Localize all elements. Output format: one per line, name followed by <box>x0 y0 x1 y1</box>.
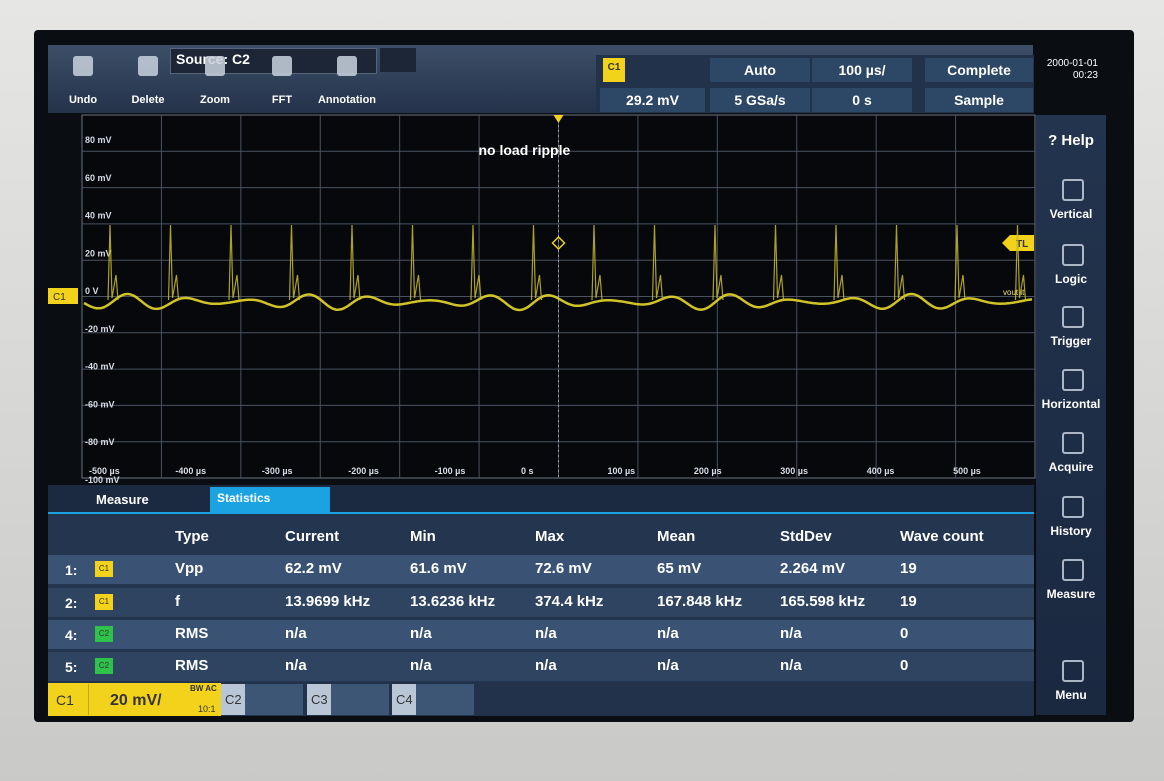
table-cell: RMS <box>175 657 208 674</box>
row-source: C2 <box>96 661 112 670</box>
column-header: Min <box>410 528 436 545</box>
sidebar-icon[interactable] <box>1062 432 1084 454</box>
sidebar-bg <box>1036 115 1106 715</box>
row-index: 5: <box>65 659 77 675</box>
tab-measure[interactable]: Measure <box>96 492 149 507</box>
toolbar-icon[interactable] <box>73 56 93 76</box>
toolbar-button-annotation[interactable]: Annotation <box>307 94 387 106</box>
table-cell: n/a <box>780 657 802 674</box>
status-time: 00:23 <box>1038 70 1098 81</box>
toolbar-icon[interactable] <box>205 56 225 76</box>
channel-tab-c3[interactable]: C3 <box>311 692 328 707</box>
status-sample-rate[interactable]: 5 GSa/s <box>710 92 810 108</box>
status-date: 2000-01-01 <box>1038 58 1098 69</box>
sidebar-icon[interactable] <box>1062 306 1084 328</box>
table-cell: n/a <box>285 625 307 642</box>
c1-bandwidth: BW AC <box>190 684 217 693</box>
table-cell: 19 <box>900 593 917 610</box>
table-cell: 65 mV <box>657 560 701 577</box>
table-cell: n/a <box>657 657 679 674</box>
table-cell: 19 <box>900 560 917 577</box>
row-index: 1: <box>65 562 77 578</box>
toolbar-icon[interactable] <box>138 56 158 76</box>
tab-statistics[interactable]: Statistics <box>217 491 270 505</box>
status-channel[interactable]: C1 <box>603 62 625 73</box>
table-cell: 2.264 mV <box>780 560 845 577</box>
row-source: C2 <box>96 629 112 638</box>
status-trigger-level[interactable]: 29.2 mV <box>600 92 705 108</box>
table-cell: n/a <box>535 625 557 642</box>
toolbar-icon[interactable] <box>272 56 292 76</box>
column-header: Current <box>285 528 339 545</box>
sidebar-icon[interactable] <box>1062 369 1084 391</box>
column-header: Mean <box>657 528 695 545</box>
sidebar-button[interactable]: History <box>1036 524 1106 538</box>
table-cell: n/a <box>535 657 557 674</box>
table-cell: f <box>175 593 180 610</box>
table-cell: 72.6 mV <box>535 560 592 577</box>
table-cell: n/a <box>780 625 802 642</box>
table-cell: 0 <box>900 657 908 674</box>
row-source: C1 <box>96 564 112 573</box>
table-cell: n/a <box>410 657 432 674</box>
table-cell: 62.2 mV <box>285 560 342 577</box>
sidebar-button[interactable]: ? Help <box>1036 132 1106 149</box>
sidebar-icon[interactable] <box>1062 559 1084 581</box>
column-header: StdDev <box>780 528 832 545</box>
channel-tab-c4[interactable]: C4 <box>396 692 413 707</box>
row-index: 4: <box>65 627 77 643</box>
table-cell: 13.6236 kHz <box>410 593 495 610</box>
c1-tab[interactable]: C1 <box>56 692 74 708</box>
sidebar-icon[interactable] <box>1062 179 1084 201</box>
table-cell: n/a <box>285 657 307 674</box>
sidebar-button[interactable]: Acquire <box>1036 460 1106 474</box>
sidebar-button[interactable]: Vertical <box>1036 207 1106 221</box>
sidebar-button[interactable]: Logic <box>1036 272 1106 286</box>
c1-scale[interactable]: 20 mV/ <box>110 692 162 710</box>
status-time-offset[interactable]: 0 s <box>812 92 912 108</box>
table-cell: RMS <box>175 625 208 642</box>
table-cell: 165.598 kHz <box>780 593 865 610</box>
settings-btn[interactable] <box>380 48 416 72</box>
toolbar-icon[interactable] <box>337 56 357 76</box>
status-acquisition-mode[interactable]: Sample <box>925 92 1033 108</box>
sidebar-button[interactable]: Horizontal <box>1036 397 1106 411</box>
sidebar-button[interactable]: Measure <box>1036 587 1106 601</box>
sidebar-icon[interactable] <box>1062 496 1084 518</box>
column-header: Type <box>175 528 209 545</box>
table-cell: 167.848 kHz <box>657 593 742 610</box>
status-trigger-mode[interactable]: Auto <box>710 62 810 78</box>
table-cell: Vpp <box>175 560 203 577</box>
c1-probe: 10:1 <box>198 704 216 714</box>
trigger-edge-icon <box>660 60 700 80</box>
row-index: 2: <box>65 595 77 611</box>
channel-tab-c2[interactable]: C2 <box>225 692 242 707</box>
table-cell: 13.9699 kHz <box>285 593 370 610</box>
sidebar-button[interactable]: Trigger <box>1036 334 1106 348</box>
table-cell: 61.6 mV <box>410 560 467 577</box>
status-acquisition[interactable]: Complete <box>925 62 1033 78</box>
sidebar-button[interactable]: Menu <box>1036 688 1106 702</box>
sidebar-icon[interactable] <box>1062 244 1084 266</box>
row-source: C1 <box>96 597 112 606</box>
table-cell: 374.4 kHz <box>535 593 603 610</box>
table-cell: n/a <box>410 625 432 642</box>
table-cell: n/a <box>657 625 679 642</box>
column-header: Max <box>535 528 564 545</box>
status-time-scale[interactable]: 100 µs/ <box>812 62 912 78</box>
sidebar-icon[interactable] <box>1062 660 1084 682</box>
column-header: Wave count <box>900 528 984 545</box>
tab-close[interactable] <box>190 489 204 503</box>
table-cell: 0 <box>900 625 908 642</box>
